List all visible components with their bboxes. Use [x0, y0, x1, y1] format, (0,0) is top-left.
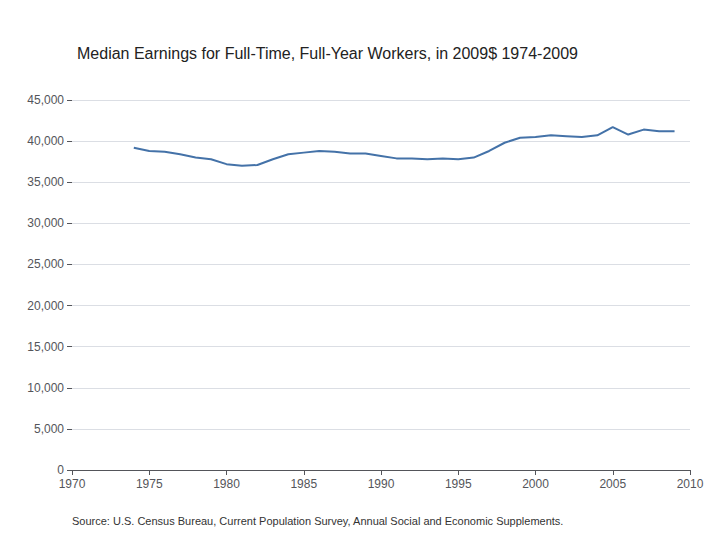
svg-text:1970: 1970: [59, 477, 86, 491]
svg-text:1975: 1975: [136, 477, 163, 491]
svg-text:5,000: 5,000: [34, 422, 64, 436]
svg-text:35,000: 35,000: [27, 175, 64, 189]
svg-text:20,000: 20,000: [27, 299, 64, 313]
svg-text:1985: 1985: [290, 477, 317, 491]
svg-text:25,000: 25,000: [27, 257, 64, 271]
svg-text:1995: 1995: [445, 477, 472, 491]
svg-text:15,000: 15,000: [27, 340, 64, 354]
svg-text:1980: 1980: [213, 477, 240, 491]
svg-text:2010: 2010: [677, 477, 704, 491]
svg-text:2000: 2000: [522, 477, 549, 491]
svg-text:Median Earnings for Full-Time,: Median Earnings for Full-Time, Full-Year…: [77, 45, 578, 62]
svg-text:0: 0: [57, 463, 64, 477]
svg-text:Source: U.S. Census Bureau, Cu: Source: U.S. Census Bureau, Current Popu…: [72, 515, 563, 527]
svg-text:30,000: 30,000: [27, 216, 64, 230]
svg-text:2005: 2005: [599, 477, 626, 491]
svg-text:10,000: 10,000: [27, 381, 64, 395]
svg-text:45,000: 45,000: [27, 93, 64, 107]
svg-text:40,000: 40,000: [27, 134, 64, 148]
svg-text:1990: 1990: [368, 477, 395, 491]
